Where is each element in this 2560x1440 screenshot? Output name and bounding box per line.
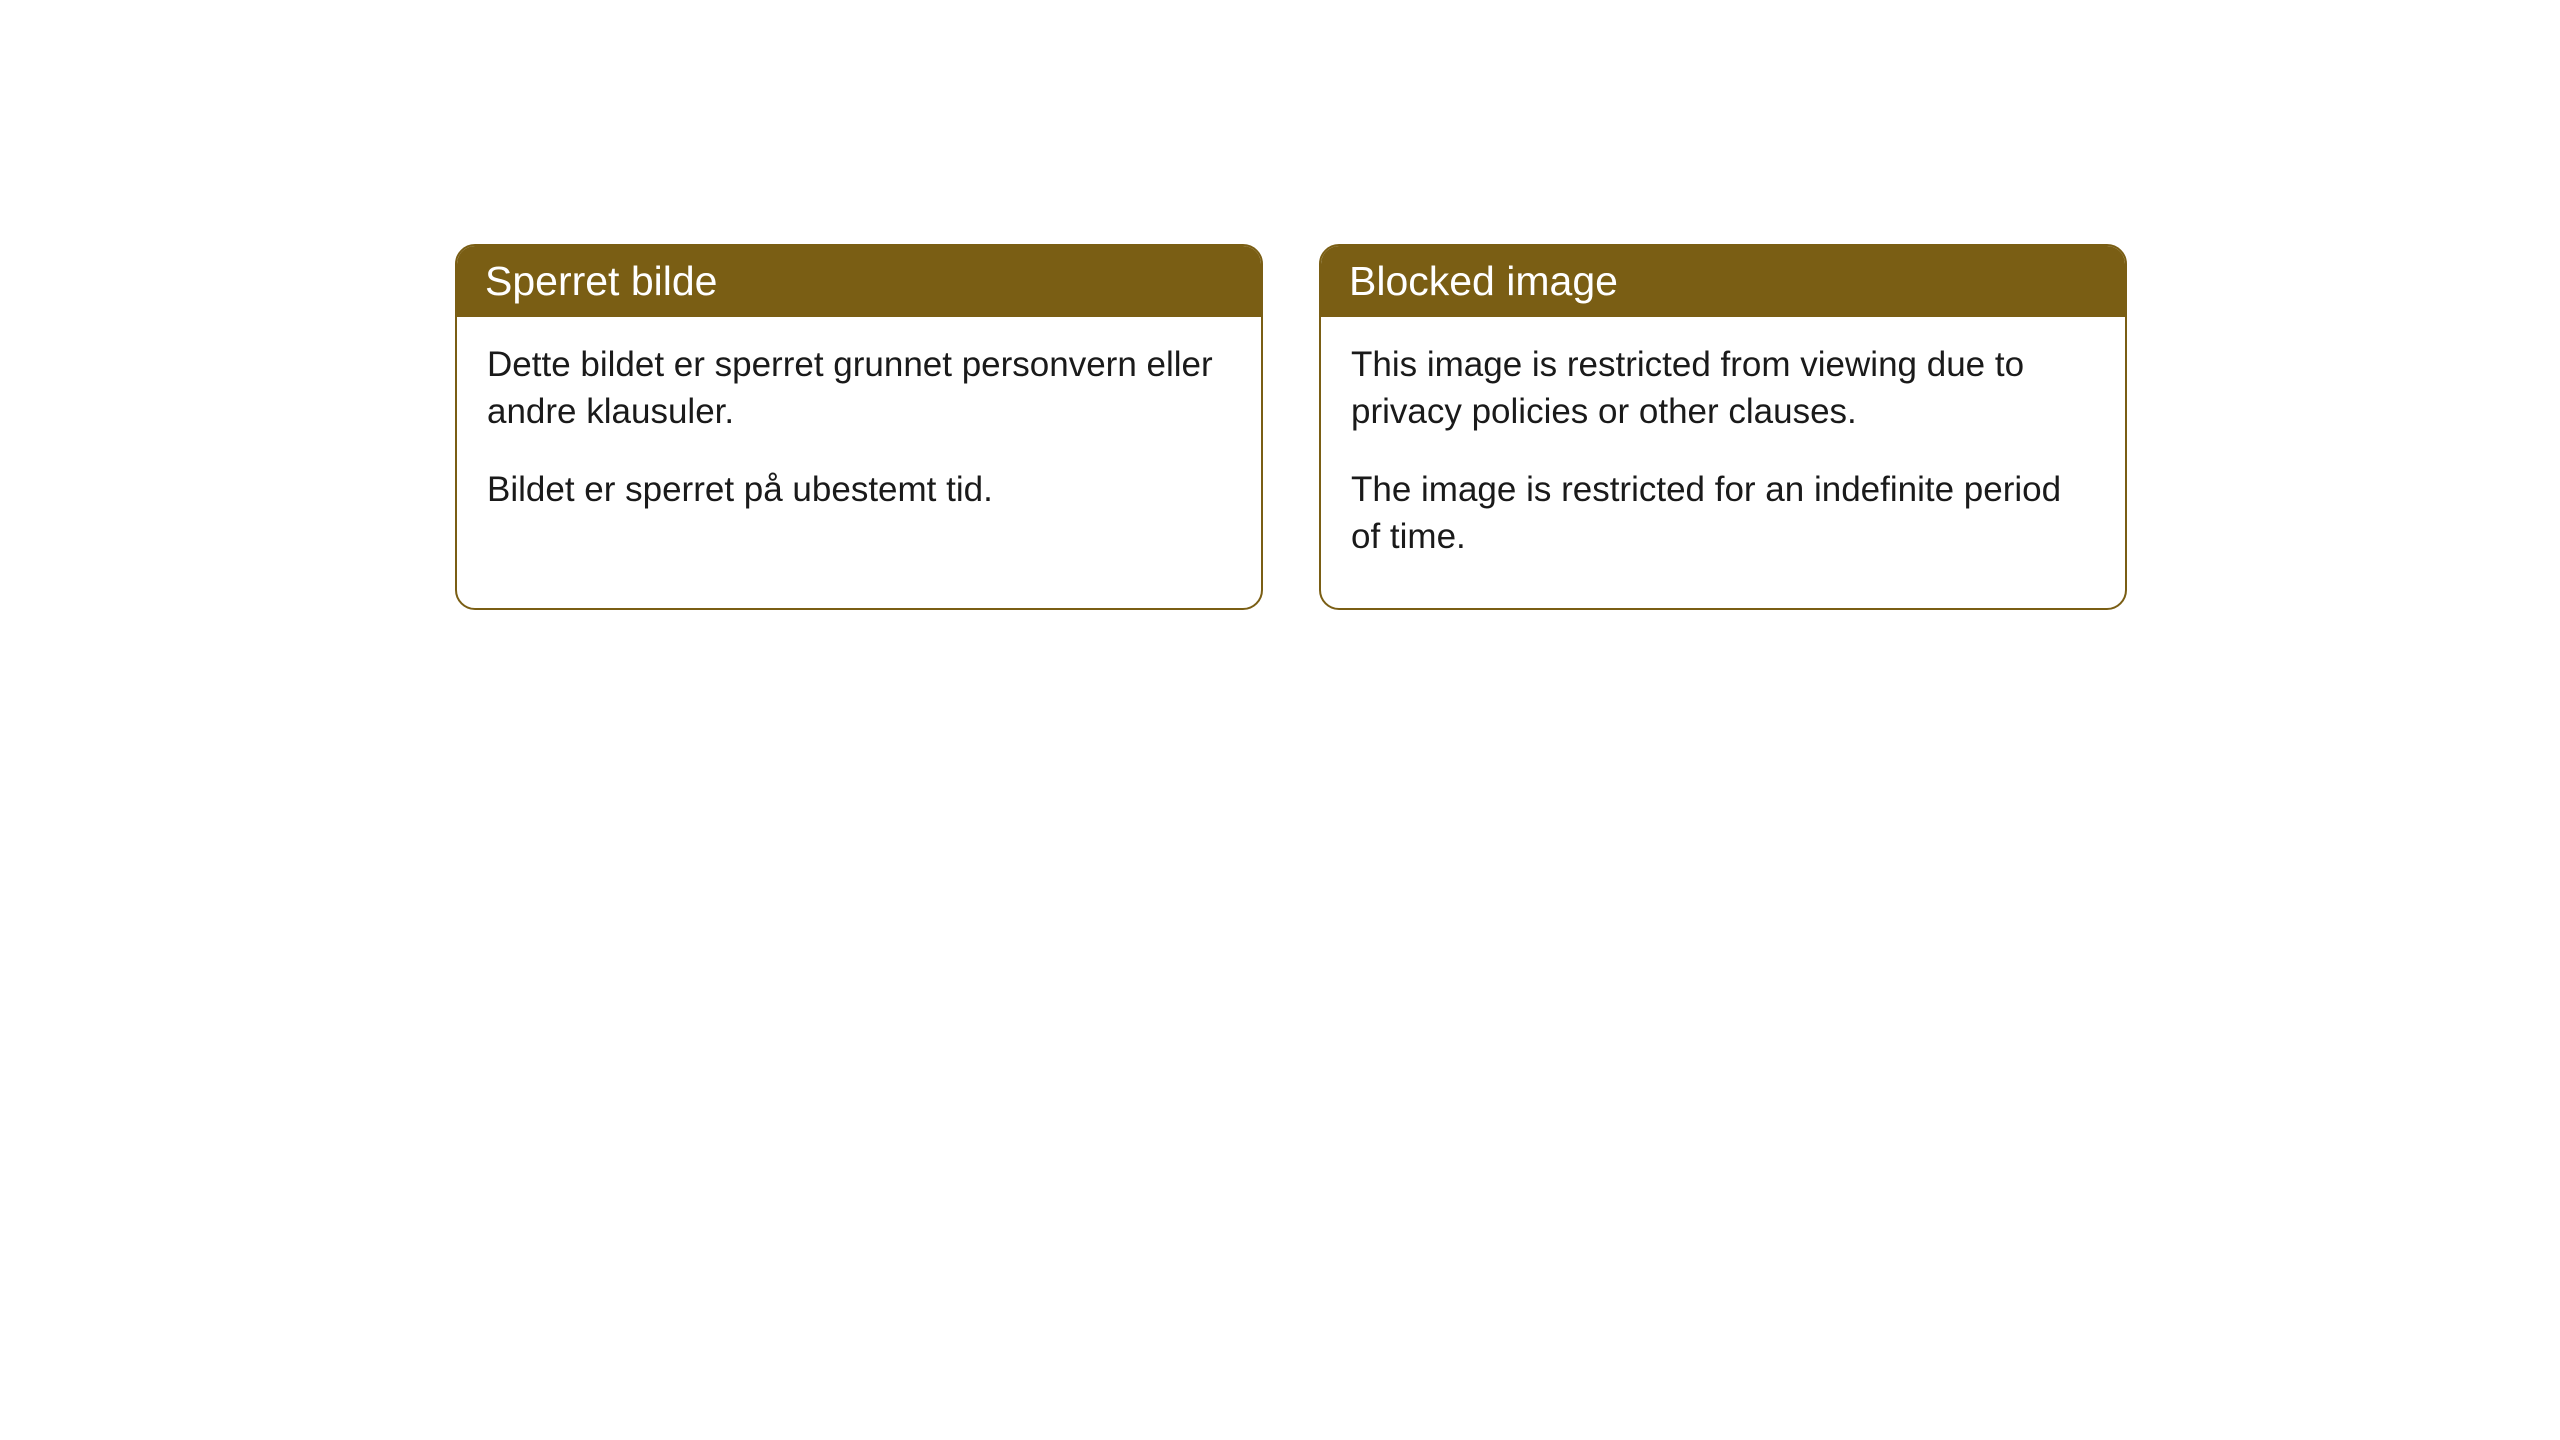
card-paragraph: This image is restricted from viewing du… (1351, 341, 2095, 436)
card-body: Dette bildet er sperret grunnet personve… (457, 317, 1261, 561)
notice-card-english: Blocked image This image is restricted f… (1319, 244, 2127, 610)
notice-card-norwegian: Sperret bilde Dette bildet er sperret gr… (455, 244, 1263, 610)
card-paragraph: Bildet er sperret på ubestemt tid. (487, 466, 1231, 513)
card-paragraph: Dette bildet er sperret grunnet personve… (487, 341, 1231, 436)
card-title: Blocked image (1349, 258, 1618, 304)
card-header: Blocked image (1321, 246, 2125, 317)
card-paragraph: The image is restricted for an indefinit… (1351, 466, 2095, 561)
card-body: This image is restricted from viewing du… (1321, 317, 2125, 608)
card-header: Sperret bilde (457, 246, 1261, 317)
card-title: Sperret bilde (485, 258, 717, 304)
notice-cards-container: Sperret bilde Dette bildet er sperret gr… (455, 244, 2127, 610)
